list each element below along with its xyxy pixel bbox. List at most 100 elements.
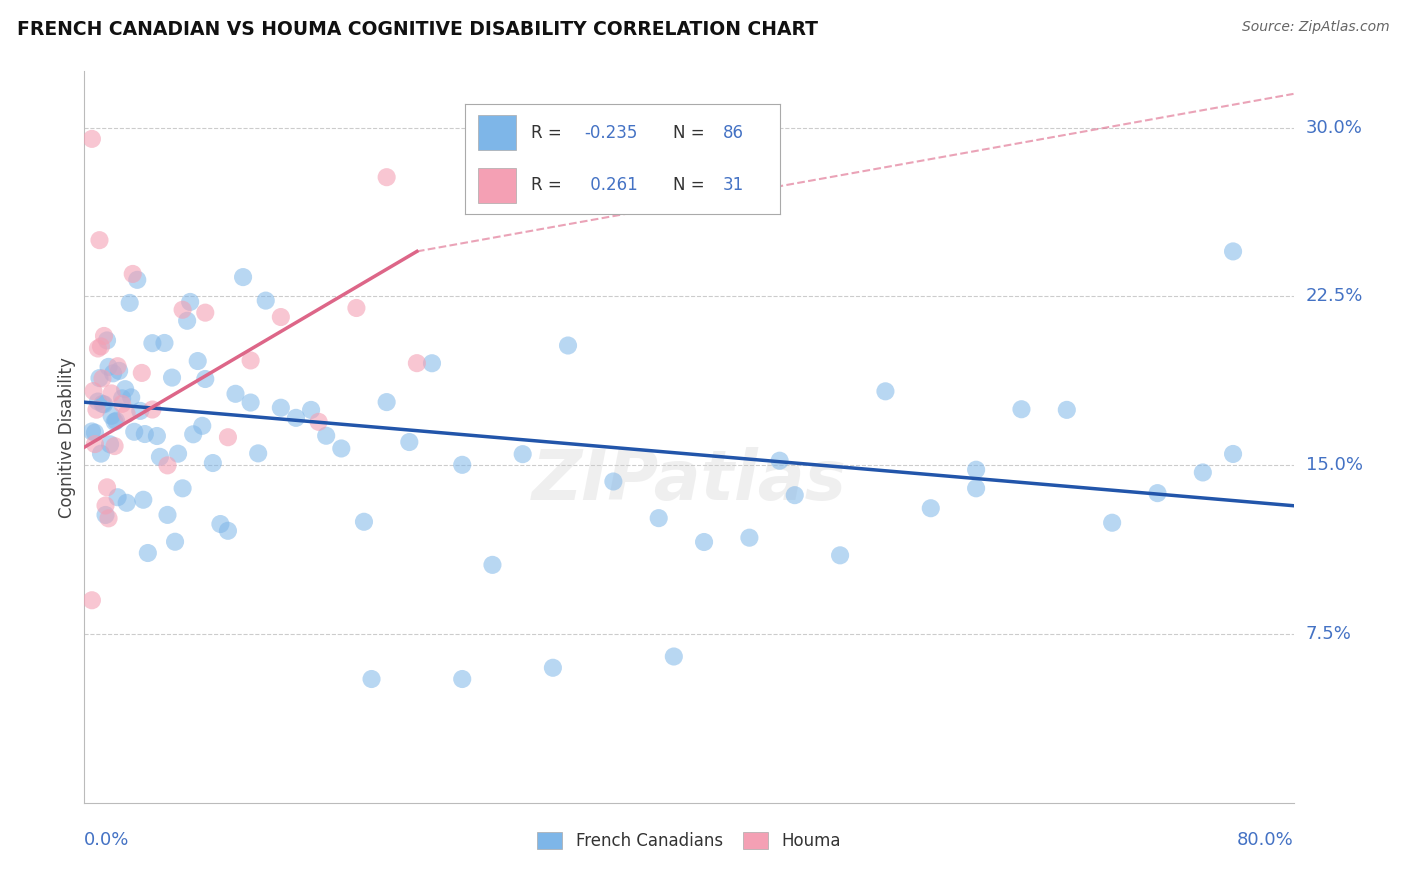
Point <box>80 425 103 439</box>
Point <box>100 409 122 423</box>
Point <box>375 170 398 185</box>
Point <box>118 296 141 310</box>
Point <box>662 649 685 664</box>
Point <box>97 511 120 525</box>
Point <box>111 397 134 411</box>
Point <box>1101 516 1123 530</box>
Point <box>557 338 579 352</box>
Point <box>1056 402 1078 417</box>
Point <box>165 534 187 549</box>
Point <box>181 427 204 442</box>
Point <box>308 415 330 429</box>
Point <box>239 395 262 409</box>
Point <box>141 402 163 417</box>
Point <box>111 392 134 406</box>
Point <box>153 335 176 350</box>
Point <box>875 384 897 399</box>
Text: Source: ZipAtlas.com: Source: ZipAtlas.com <box>1241 20 1389 34</box>
Point <box>87 394 110 409</box>
Point <box>965 463 987 477</box>
Point <box>194 306 217 320</box>
Point <box>187 354 209 368</box>
Point <box>353 515 375 529</box>
Point <box>156 508 179 522</box>
Point <box>107 359 129 374</box>
Point <box>830 549 852 563</box>
Point <box>93 397 115 411</box>
Point <box>270 401 292 415</box>
Point <box>602 475 624 489</box>
Point <box>156 458 179 473</box>
Point <box>512 447 534 461</box>
Point <box>104 415 127 429</box>
Text: 15.0%: 15.0% <box>1306 456 1362 475</box>
Point <box>1222 447 1244 461</box>
Point <box>120 390 142 404</box>
Point <box>172 481 194 495</box>
Point <box>94 508 117 522</box>
Point <box>115 496 138 510</box>
Point <box>217 430 239 444</box>
Point <box>179 294 201 309</box>
Point <box>94 499 117 513</box>
Point <box>360 672 382 686</box>
Point <box>84 437 107 451</box>
Point <box>225 386 247 401</box>
Point <box>167 447 190 461</box>
Point <box>96 480 118 494</box>
Point <box>134 427 156 442</box>
Point <box>121 267 143 281</box>
Point <box>89 371 111 385</box>
Point <box>194 372 217 386</box>
Text: ZIPatlas: ZIPatlas <box>531 448 846 515</box>
Point <box>247 446 270 460</box>
Point <box>1222 244 1244 259</box>
Point <box>420 356 443 370</box>
Point <box>330 442 353 456</box>
Point <box>80 132 103 146</box>
Point <box>90 339 112 353</box>
Point <box>114 382 136 396</box>
Point <box>91 371 114 385</box>
Point <box>93 329 115 343</box>
Point <box>406 356 429 370</box>
Point <box>254 293 277 308</box>
Point <box>738 531 761 545</box>
Point <box>131 366 153 380</box>
Point <box>451 458 474 472</box>
Point <box>285 410 308 425</box>
Point <box>375 395 398 409</box>
Point <box>146 429 169 443</box>
Point <box>201 456 224 470</box>
Point <box>107 490 129 504</box>
Point <box>346 301 368 315</box>
Text: 30.0%: 30.0% <box>1306 119 1362 136</box>
Point <box>86 402 108 417</box>
Point <box>98 437 121 451</box>
Point <box>398 435 420 450</box>
Point <box>108 364 131 378</box>
Point <box>100 386 122 401</box>
Point <box>783 488 806 502</box>
Point <box>315 429 337 443</box>
Text: FRENCH CANADIAN VS HOUMA COGNITIVE DISABILITY CORRELATION CHART: FRENCH CANADIAN VS HOUMA COGNITIVE DISAB… <box>17 20 818 38</box>
Point <box>141 336 163 351</box>
Point <box>541 661 564 675</box>
Point <box>122 425 145 439</box>
Point <box>127 273 149 287</box>
Point <box>232 270 254 285</box>
Point <box>1011 402 1033 417</box>
Point <box>89 233 111 247</box>
Point <box>1146 486 1168 500</box>
Point <box>648 511 671 525</box>
Point <box>769 453 792 467</box>
Point <box>160 370 183 384</box>
Point <box>104 439 127 453</box>
Text: 7.5%: 7.5% <box>1306 625 1351 643</box>
Point <box>132 492 155 507</box>
Point <box>91 397 114 411</box>
Point <box>101 367 124 381</box>
Point <box>172 302 194 317</box>
Point <box>299 403 322 417</box>
Point <box>84 425 107 440</box>
